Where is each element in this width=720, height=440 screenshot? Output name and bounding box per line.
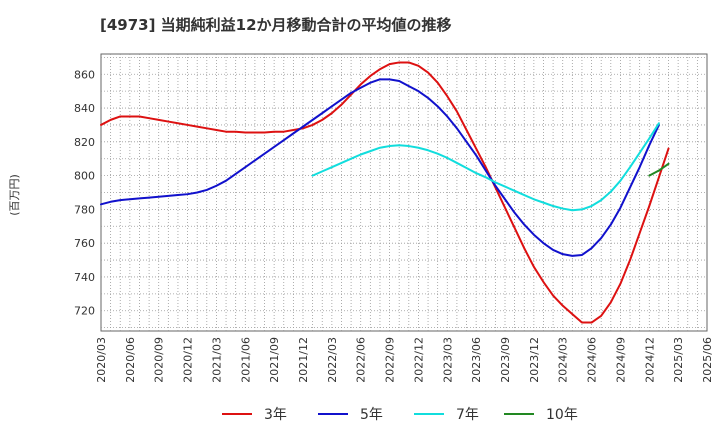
x-tick-label: 2021/06	[239, 337, 252, 383]
x-tick-label: 2020/03	[95, 337, 108, 383]
x-tick-label: 2022/03	[326, 337, 339, 383]
x-tick-label: 2021/03	[210, 337, 223, 383]
y-tick-label: 840	[74, 102, 95, 115]
x-tick-label: 2024/09	[614, 337, 627, 383]
x-tick-label: 2023/12	[528, 337, 541, 383]
chart-title: [4973] 当期純利益12か月移動合計の平均値の推移	[100, 16, 452, 34]
x-axis-ticks: 2020/03 2020/06 2020/09 2020/12 2021/03 2021/…	[95, 337, 714, 383]
x-tick-label: 2021/12	[297, 337, 310, 383]
x-tick-label: 2023/06	[470, 337, 483, 383]
x-tick-label: 2021/09	[268, 337, 281, 383]
x-tick-label: 2024/03	[557, 337, 570, 383]
y-tick-label: 720	[74, 305, 95, 318]
legend-label-7年: 7年	[456, 407, 479, 423]
y-tick-label: 860	[74, 68, 95, 81]
legend-label-10年: 10年	[546, 407, 578, 423]
y-tick-label: 780	[74, 203, 95, 216]
x-tick-label: 2024/06	[586, 337, 599, 383]
legend-label-3年: 3年	[264, 407, 287, 423]
y-tick-label: 740	[74, 271, 95, 284]
y-axis-ticks: 720 740 760 780 800 820 840 860	[74, 68, 95, 317]
x-tick-label: 2025/03	[672, 337, 685, 383]
y-tick-label: 820	[74, 136, 95, 149]
x-tick-label: 2022/09	[384, 337, 397, 383]
y-axis-label: (百万円)	[8, 174, 21, 216]
x-tick-label: 2023/03	[441, 337, 454, 383]
x-tick-label: 2025/06	[701, 337, 714, 383]
series-line-5年	[100, 78, 660, 257]
x-tick-label: 2022/06	[355, 337, 368, 383]
y-tick-label: 760	[74, 237, 95, 250]
x-tick-label: 2022/12	[412, 337, 425, 383]
legend-label-5年: 5年	[360, 407, 383, 423]
grid-lines	[101, 54, 707, 331]
series-line-10年	[648, 162, 670, 177]
x-tick-label: 2024/12	[643, 337, 656, 383]
x-tick-label: 2023/09	[499, 337, 512, 383]
x-tick-label: 2020/09	[153, 337, 166, 383]
series-lines	[100, 61, 670, 324]
y-tick-label: 800	[74, 170, 95, 183]
series-line-3年	[100, 61, 670, 324]
series-line-7年	[311, 122, 660, 212]
x-tick-label: 2020/12	[182, 337, 195, 383]
x-tick-label: 2020/06	[124, 337, 137, 383]
legend: 3年 5年 7年 10年	[222, 407, 578, 423]
